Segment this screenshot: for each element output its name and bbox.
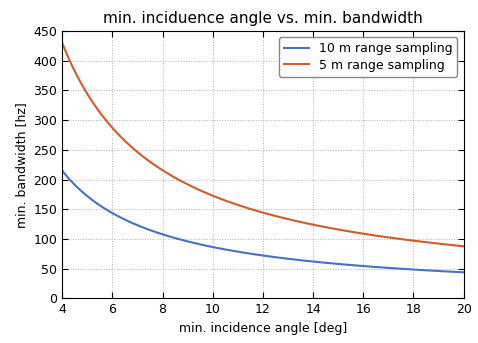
5 m range sampling xyxy=(388,236,394,240)
10 m range sampling xyxy=(298,258,304,262)
5 m range sampling xyxy=(277,215,282,219)
5 m range sampling xyxy=(59,41,65,45)
10 m range sampling xyxy=(388,266,394,270)
5 m range sampling xyxy=(451,243,457,247)
X-axis label: min. incidence angle [deg]: min. incidence angle [deg] xyxy=(179,322,347,335)
10 m range sampling xyxy=(252,252,258,257)
5 m range sampling xyxy=(298,220,304,224)
5 m range sampling xyxy=(252,208,258,212)
Line: 5 m range sampling: 5 m range sampling xyxy=(62,43,464,246)
5 m range sampling xyxy=(461,244,467,248)
Y-axis label: min. bandwidth [hz]: min. bandwidth [hz] xyxy=(15,102,28,227)
Title: min. inciduence angle vs. min. bandwidth: min. inciduence angle vs. min. bandwidth xyxy=(103,11,423,25)
Legend: 10 m range sampling, 5 m range sampling: 10 m range sampling, 5 m range sampling xyxy=(279,37,457,77)
10 m range sampling xyxy=(461,270,467,274)
10 m range sampling xyxy=(451,270,457,274)
10 m range sampling xyxy=(59,168,65,173)
5 m range sampling xyxy=(250,208,256,212)
Line: 10 m range sampling: 10 m range sampling xyxy=(62,170,464,272)
10 m range sampling xyxy=(277,256,282,260)
10 m range sampling xyxy=(250,252,256,256)
